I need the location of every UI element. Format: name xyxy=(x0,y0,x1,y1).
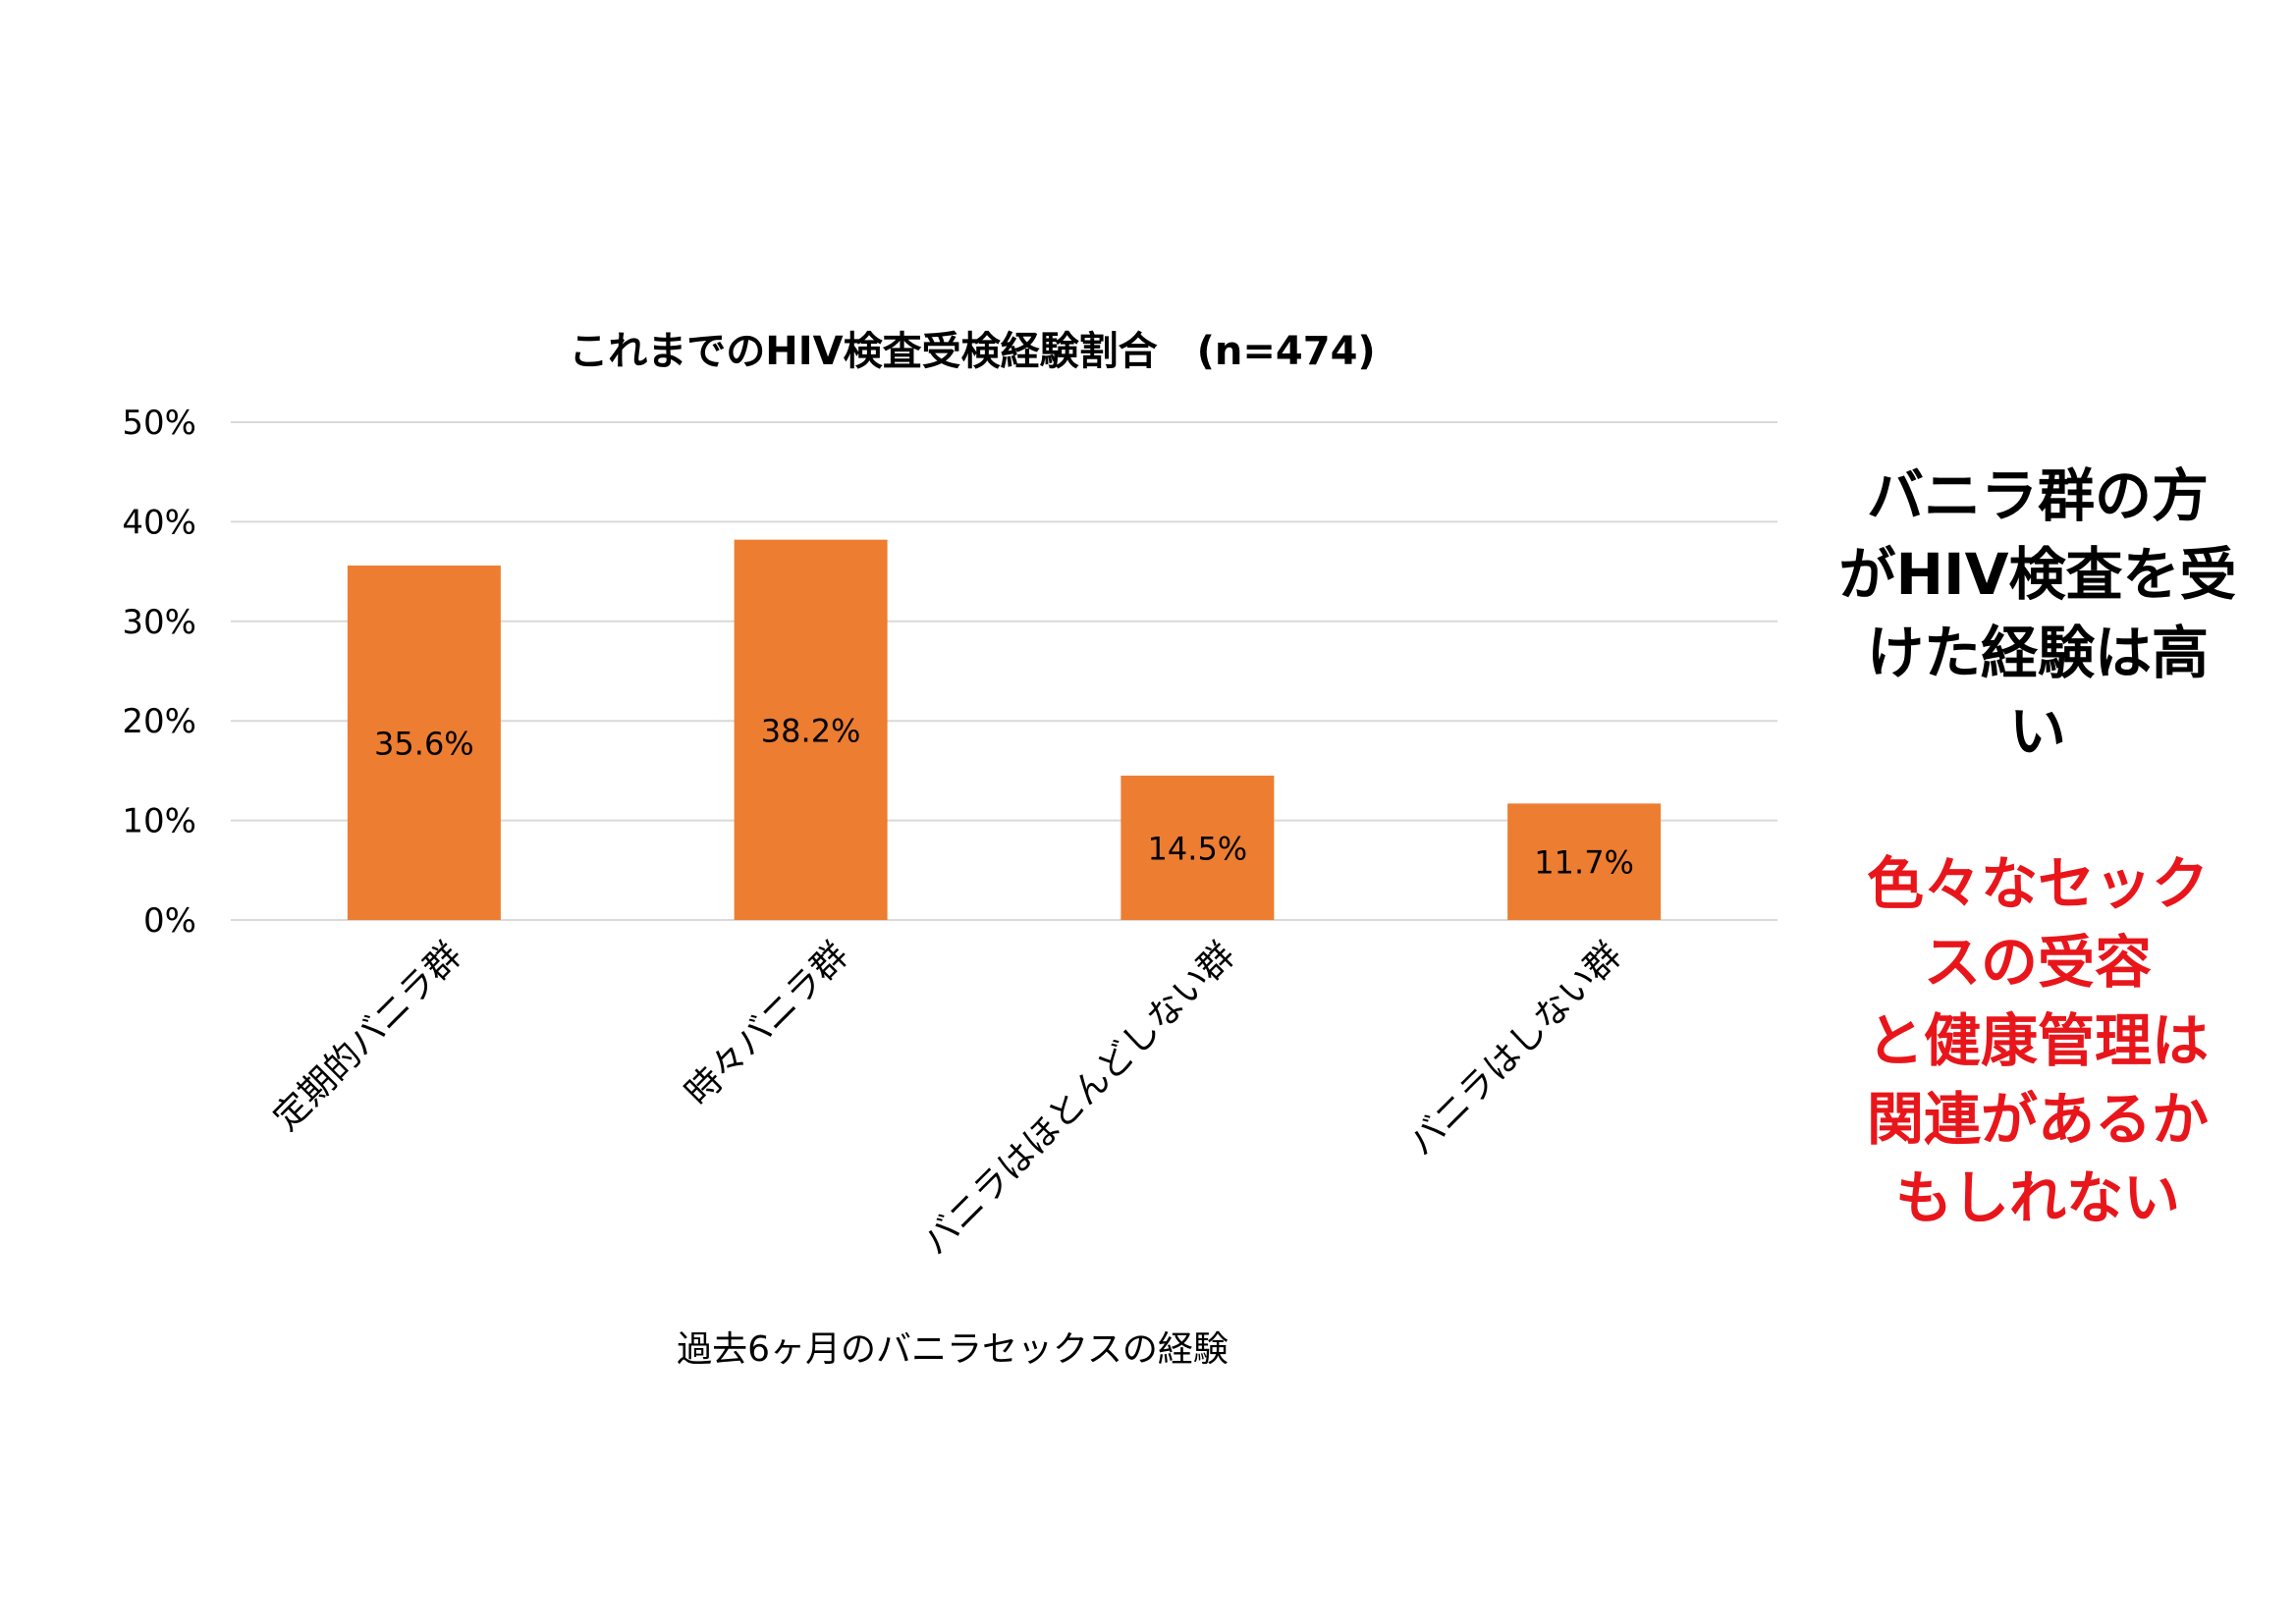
x-axis-title: 過去6ヶ月のバニラセックスの経験 xyxy=(677,1329,1229,1370)
callout-hypothesis-line: 色々なセック xyxy=(1866,850,2209,917)
y-tick-label: 0% xyxy=(143,901,196,941)
callout-hypothesis: 色々なセック スの受容 と健康管理は 関連があるか もしれない xyxy=(1822,844,2254,1237)
y-tick-label: 30% xyxy=(122,603,196,642)
callout-hypothesis-line: もしれない xyxy=(1894,1164,2180,1231)
bar xyxy=(347,566,501,920)
callout-hypothesis-line: 関連があるか xyxy=(1866,1086,2209,1153)
callout-conclusion-line: バニラ群の方 xyxy=(1866,462,2209,529)
callout-conclusion: バニラ群の方 がHIV検査を受 けた経験は高 い xyxy=(1822,457,2254,771)
x-tick-label: 定期的バニラ群 xyxy=(266,935,469,1138)
bar xyxy=(1121,775,1275,920)
y-tick-label: 40% xyxy=(122,503,196,542)
y-tick-label: 10% xyxy=(122,802,196,841)
y-tick-label: 50% xyxy=(122,404,196,443)
callout-hypothesis-line: と健康管理は xyxy=(1866,1007,2209,1074)
data-label: 38.2% xyxy=(761,712,861,749)
callout-conclusion-line: がHIV検査を受 xyxy=(1838,541,2237,608)
callout-conclusion-line: い xyxy=(2008,698,2066,765)
callout-hypothesis-line: スの受容 xyxy=(1923,929,2152,996)
x-tick-label: バニラはほとんどしない群 xyxy=(915,935,1243,1263)
callout-conclusion-line: けた経験は高 xyxy=(1866,620,2209,686)
y-tick-label: 20% xyxy=(122,702,196,741)
x-tick-label: 時々バニラ群 xyxy=(678,935,856,1113)
data-label: 35.6% xyxy=(374,726,474,763)
bar xyxy=(734,539,888,920)
data-label: 14.5% xyxy=(1148,830,1248,867)
data-label: 11.7% xyxy=(1534,844,1634,882)
bar xyxy=(1507,803,1662,920)
chart-title: これまでのHIV検査受検経験割合 (n=474) xyxy=(569,329,1376,374)
x-tick-label: バニラはしない群 xyxy=(1401,935,1630,1163)
